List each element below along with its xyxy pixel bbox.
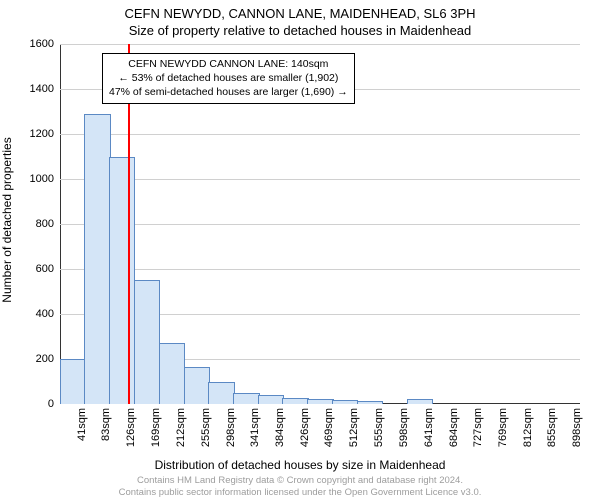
info-box-line3: 47% of semi-detached houses are larger (…	[109, 85, 348, 99]
info-box-line2: ← 53% of detached houses are smaller (1,…	[109, 71, 348, 85]
chart-title-2: Size of property relative to detached ho…	[0, 21, 600, 38]
x-axis-label: Distribution of detached houses by size …	[0, 458, 600, 472]
y-tick-label: 400	[36, 308, 54, 320]
histogram-bar	[60, 359, 86, 404]
gridline	[60, 269, 580, 270]
gridline	[60, 44, 580, 45]
x-tick-label: 598sqm	[398, 408, 410, 447]
chart-container: CEFN NEWYDD, CANNON LANE, MAIDENHEAD, SL…	[0, 0, 600, 500]
x-tick-label: 126sqm	[125, 408, 137, 447]
histogram-bar	[233, 393, 259, 404]
histogram-bar	[134, 280, 160, 404]
x-tick-label: 727sqm	[472, 408, 484, 447]
gridline	[60, 224, 580, 225]
y-tick-label: 200	[36, 353, 54, 365]
histogram-bar	[407, 399, 433, 404]
x-tick-label: 426sqm	[299, 408, 311, 447]
info-box-line1: CEFN NEWYDD CANNON LANE: 140sqm	[109, 57, 348, 71]
y-axis-label: Number of detached properties	[0, 137, 14, 302]
x-tick-label: 769sqm	[497, 408, 509, 447]
x-tick-label: 641sqm	[423, 408, 435, 447]
x-tick-label: 169sqm	[150, 408, 162, 447]
x-tick-label: 898sqm	[571, 408, 583, 447]
x-tick-label: 83sqm	[100, 408, 112, 441]
y-tick-label: 800	[36, 218, 54, 230]
x-tick-label: 512sqm	[348, 408, 360, 447]
y-tick-label: 1400	[30, 83, 54, 95]
histogram-bar	[258, 395, 284, 404]
attribution-line1: Contains HM Land Registry data © Crown c…	[0, 475, 600, 486]
histogram-bar	[208, 382, 234, 404]
x-tick-label: 298sqm	[225, 408, 237, 447]
x-tick-label: 212sqm	[175, 408, 187, 447]
histogram-bar	[109, 157, 135, 404]
histogram-bar	[357, 401, 383, 404]
attribution-line2: Contains public sector information licen…	[0, 487, 600, 498]
x-tick-label: 469sqm	[323, 408, 335, 447]
gridline	[60, 134, 580, 135]
x-tick-label: 555sqm	[373, 408, 385, 447]
histogram-bar	[84, 114, 110, 404]
x-tick-label: 855sqm	[546, 408, 558, 447]
plot-area: 0200400600800100012001400160041sqm83sqm1…	[60, 44, 580, 404]
histogram-bar	[332, 400, 358, 404]
histogram-bar	[307, 399, 333, 404]
x-tick-label: 812sqm	[522, 408, 534, 447]
gridline	[60, 179, 580, 180]
histogram-bar	[184, 367, 210, 404]
y-tick-label: 0	[48, 398, 54, 410]
histogram-bar	[282, 398, 308, 404]
x-tick-label: 341sqm	[249, 408, 261, 447]
x-tick-label: 684sqm	[448, 408, 460, 447]
y-tick-label: 600	[36, 263, 54, 275]
y-tick-label: 1600	[30, 38, 54, 50]
x-tick-label: 41sqm	[76, 408, 88, 441]
attribution-text: Contains HM Land Registry data © Crown c…	[0, 475, 600, 498]
x-tick-label: 384sqm	[274, 408, 286, 447]
info-box: CEFN NEWYDD CANNON LANE: 140sqm← 53% of …	[102, 53, 355, 104]
y-tick-label: 1000	[30, 173, 54, 185]
chart-title-1: CEFN NEWYDD, CANNON LANE, MAIDENHEAD, SL…	[0, 0, 600, 21]
x-tick-label: 255sqm	[200, 408, 212, 447]
histogram-bar	[159, 343, 185, 404]
y-tick-label: 1200	[30, 128, 54, 140]
